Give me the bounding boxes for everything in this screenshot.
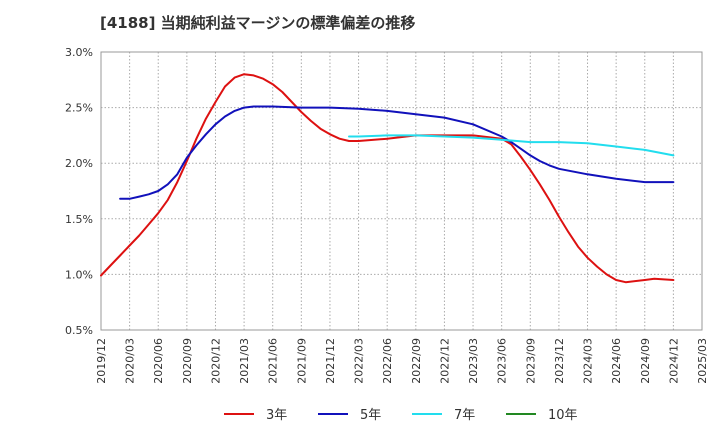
x-tick-label: 2021/06	[267, 338, 280, 384]
series-line	[100, 73, 675, 284]
legend: 3年 5年 7年 10年	[224, 408, 578, 423]
x-tick-label: 2022/12	[438, 338, 451, 384]
y-tick-label: 2.5%	[65, 102, 93, 115]
x-tick-label: 2022/09	[410, 338, 423, 384]
x-tick-label: 2024/12	[667, 338, 680, 384]
series-line	[348, 134, 675, 157]
y-tick-label: 1.5%	[65, 213, 93, 226]
series-layer	[100, 73, 675, 284]
x-tick-label: 2021/12	[324, 338, 337, 384]
x-tick-label: 2020/09	[181, 338, 194, 384]
x-tick-label: 2023/09	[524, 338, 537, 384]
series-line	[119, 105, 675, 200]
x-tick-label: 2021/03	[238, 338, 251, 384]
x-tick-label: 2020/03	[124, 338, 137, 384]
grid-layer	[100, 51, 703, 331]
x-tick-label: 2024/03	[582, 338, 595, 384]
y-tick-label: 0.5%	[65, 324, 93, 337]
y-tick-label: 2.0%	[65, 157, 93, 170]
legend-label: 3年	[266, 408, 287, 423]
legend-label: 7年	[454, 408, 475, 423]
x-tick-label: 2019/12	[95, 338, 108, 384]
x-tick-label: 2023/06	[496, 338, 509, 384]
y-axis-ticks: 0.5% 1.0% 1.5% 2.0% 2.5% 3.0%	[65, 46, 93, 337]
x-axis-ticks: 2019/12 2020/03 2020/06 2020/09 2020/12 2021/…	[95, 338, 709, 384]
legend-label: 5年	[360, 408, 381, 423]
x-tick-label: 2021/09	[295, 338, 308, 384]
x-tick-label: 2022/06	[381, 338, 394, 384]
x-tick-label: 2020/06	[152, 338, 165, 384]
x-tick-label: 2023/12	[553, 338, 566, 384]
y-tick-label: 1.0%	[65, 268, 93, 281]
x-tick-label: 2024/09	[639, 338, 652, 384]
legend-label: 10年	[548, 408, 578, 423]
x-tick-label: 2025/03	[696, 338, 709, 384]
x-tick-label: 2023/03	[467, 338, 480, 384]
x-tick-label: 2020/12	[209, 338, 222, 384]
y-tick-label: 3.0%	[65, 46, 93, 59]
x-tick-label: 2022/03	[353, 338, 366, 384]
x-tick-label: 2024/06	[610, 338, 623, 384]
chart-title: [4188] 当期純利益マージンの標準偏差の推移	[100, 14, 416, 32]
plot-frame	[100, 51, 703, 331]
